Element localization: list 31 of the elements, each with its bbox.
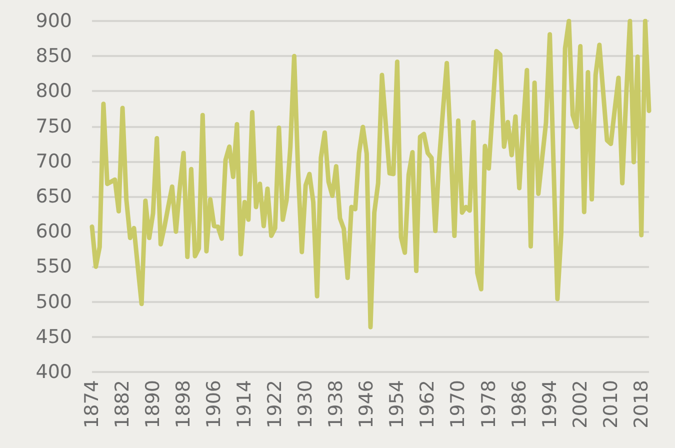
x-tick-label: 1946 — [356, 380, 378, 428]
x-tick-label: 1970 — [447, 380, 470, 428]
x-tick-label: 1914 — [234, 380, 256, 428]
x-tick-label: 1890 — [142, 380, 164, 428]
y-tick-label: 800 — [36, 80, 72, 102]
y-tick-label: 900 — [36, 10, 72, 32]
y-tick-label: 550 — [36, 256, 72, 278]
y-tick-label: 600 — [36, 220, 72, 243]
line-series — [90, 18, 652, 330]
y-tick-label: 850 — [36, 45, 72, 68]
x-tick-label: 1922 — [264, 380, 286, 428]
x-tick-label: 1954 — [386, 380, 408, 428]
x-tick-label: 1874 — [81, 380, 103, 428]
y-tick-label: 500 — [36, 290, 72, 313]
y-tick-label: 700 — [36, 150, 72, 172]
x-tick-label: 1898 — [172, 380, 195, 428]
x-tick-label: 2018 — [630, 380, 652, 428]
x-tick-label: 1882 — [112, 380, 134, 428]
x-tick-label: 1986 — [508, 380, 530, 428]
y-tick-label: 400 — [36, 361, 72, 383]
x-tick-label: 1938 — [325, 380, 348, 428]
x-tick-label: 1994 — [538, 380, 561, 428]
x-tick-label: 1962 — [416, 380, 439, 428]
x-tick-label: 2002 — [569, 380, 592, 428]
x-tick-label: 1930 — [294, 380, 317, 428]
y-tick-label: 750 — [36, 115, 72, 138]
x-tick-label: 2010 — [600, 380, 622, 428]
x-tick-label: 1978 — [478, 380, 500, 428]
y-tick-label: 450 — [36, 326, 72, 348]
y-tick-label: 650 — [36, 186, 72, 208]
x-tick-label: 1906 — [203, 380, 226, 428]
